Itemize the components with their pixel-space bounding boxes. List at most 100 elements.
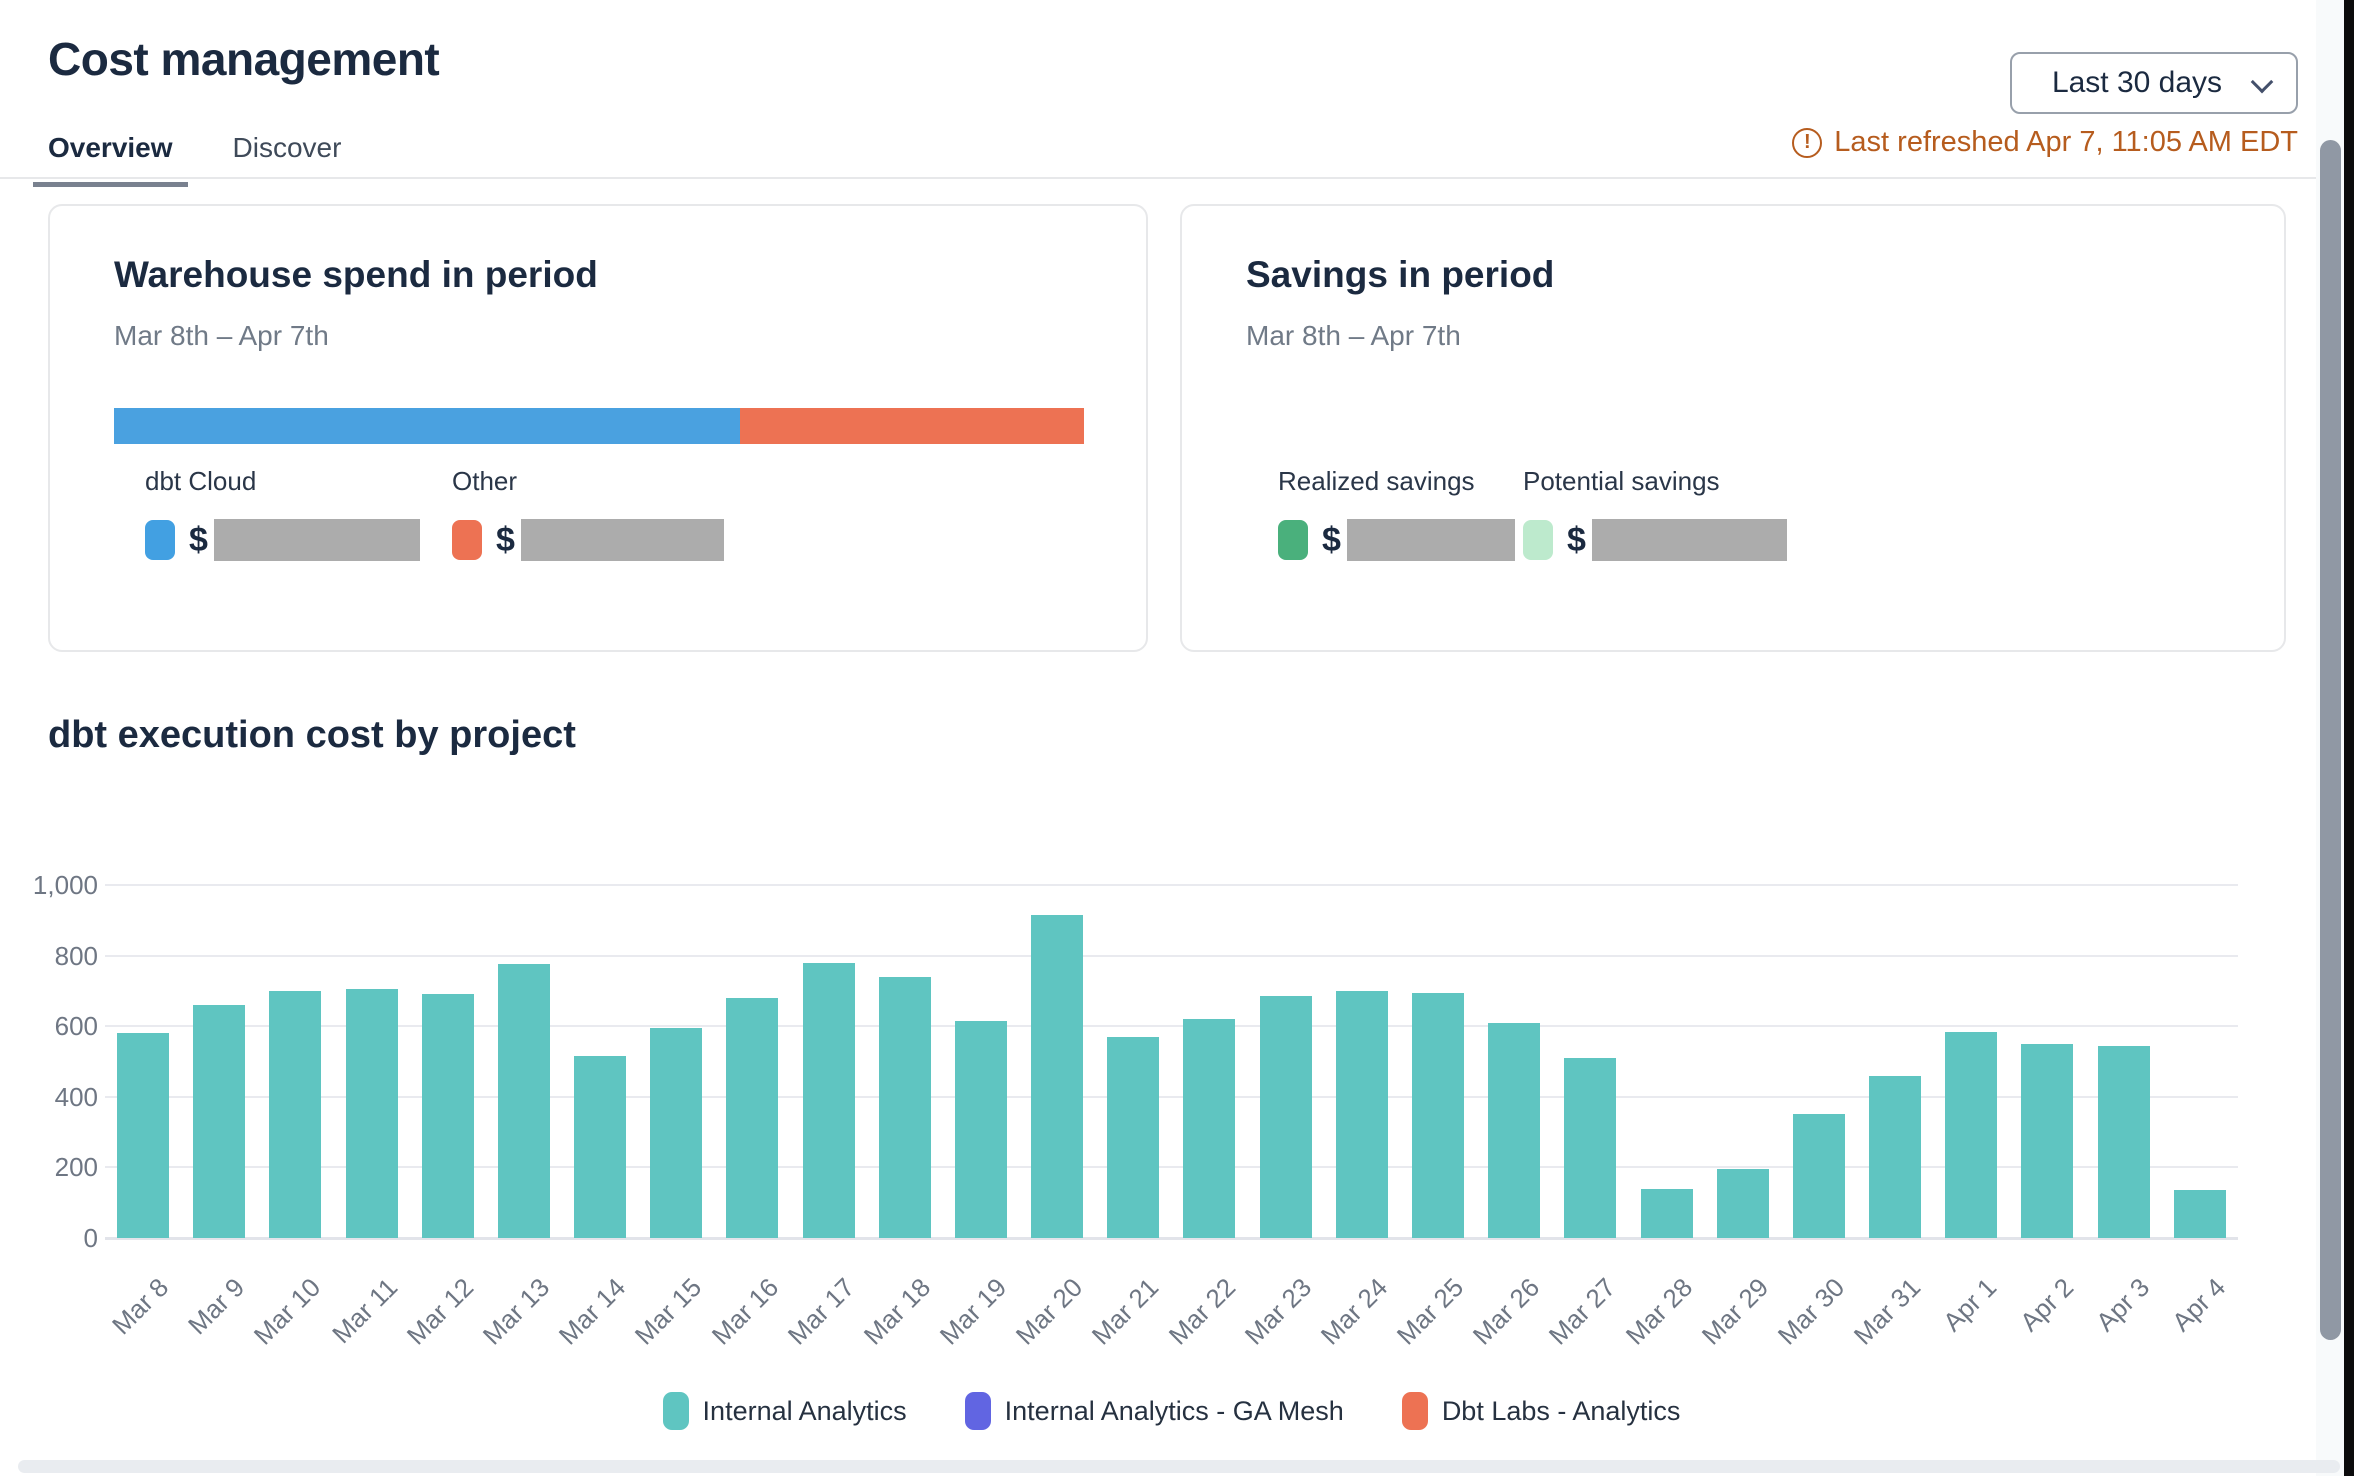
- bar-slot: [714, 885, 790, 1238]
- x-axis-label: Mar 29: [1695, 1272, 1775, 1351]
- chart-title: dbt execution cost by project: [48, 714, 576, 756]
- bar-mar-11[interactable]: [345, 989, 398, 1238]
- bar-mar-8[interactable]: [117, 1033, 170, 1238]
- bar-mar-16[interactable]: [726, 997, 779, 1238]
- spend-stacked-bar[interactable]: [114, 408, 1084, 444]
- kpi-dbt-cloud: dbt Cloud $: [145, 466, 420, 561]
- x-axis-label: Mar 19: [933, 1272, 1013, 1351]
- x-axis-label: Apr 4: [2165, 1272, 2232, 1338]
- x-axis-label: Mar 24: [1314, 1272, 1394, 1351]
- gridline: [105, 1025, 2238, 1028]
- bar-apr-3[interactable]: [2097, 1045, 2150, 1238]
- bar-slot: [2162, 885, 2238, 1238]
- refresh-status-text: Last refreshed Apr 7, 11:05 AM EDT: [1834, 126, 2298, 158]
- bar-mar-21[interactable]: [1107, 1036, 1160, 1238]
- tab-bar: Overview Discover: [33, 132, 356, 187]
- bar-mar-17[interactable]: [802, 962, 855, 1238]
- cost-bar-chart: [105, 885, 2238, 1238]
- x-axis-label: Mar 14: [552, 1272, 632, 1351]
- kpi-label: Potential savings: [1523, 466, 1720, 496]
- y-axis-label: 400: [54, 1081, 98, 1112]
- bar-mar-10[interactable]: [269, 990, 322, 1238]
- redacted-value: [1591, 519, 1787, 561]
- legend-swatch: [964, 1392, 991, 1430]
- bar-mar-26[interactable]: [1488, 1022, 1541, 1238]
- legend-swatch: [145, 520, 175, 560]
- y-axis-label: 200: [54, 1152, 98, 1183]
- gridline: [105, 884, 2238, 886]
- kpi-label: Realized savings: [1278, 466, 1475, 496]
- legend-swatch: [1278, 520, 1308, 560]
- tab-discover[interactable]: Discover: [232, 132, 342, 163]
- redacted-value: [213, 519, 420, 561]
- bar-slot: [1628, 885, 1704, 1238]
- bar-slot: [1781, 885, 1857, 1238]
- x-axis-label: Apr 2: [2013, 1272, 2079, 1338]
- legend-label: Dbt Labs - Analytics: [1441, 1395, 1681, 1426]
- period-dropdown[interactable]: Last 30 days: [2010, 52, 2298, 114]
- bar-slot: [1019, 885, 1095, 1238]
- bar-mar-27[interactable]: [1564, 1057, 1617, 1238]
- legend-item-internal-analytics-ga-mesh[interactable]: Internal Analytics - GA Mesh: [964, 1392, 1344, 1430]
- legend-label: Internal Analytics - GA Mesh: [1004, 1395, 1344, 1426]
- horizontal-scrollbar[interactable]: [18, 1460, 2340, 1473]
- chevron-down-icon: [2250, 70, 2274, 94]
- y-axis-label: 600: [54, 1011, 98, 1042]
- legend-swatch: [1401, 1392, 1428, 1430]
- kpi-label: dbt Cloud: [145, 466, 257, 496]
- bar-mar-23[interactable]: [1259, 996, 1312, 1238]
- bar-slot: [638, 885, 714, 1238]
- alert-icon: !: [1792, 127, 1823, 158]
- bar-mar-31[interactable]: [1869, 1075, 1922, 1238]
- card-title: Warehouse spend in period: [114, 254, 598, 295]
- kpi-realized-savings: Realized savings $: [1278, 466, 1515, 561]
- bar-slot: [867, 885, 943, 1238]
- bar-mar-15[interactable]: [650, 1027, 703, 1238]
- vertical-scrollbar-thumb[interactable]: [2320, 140, 2341, 1340]
- bar-mar-12[interactable]: [421, 994, 474, 1238]
- bar-apr-2[interactable]: [2021, 1043, 2074, 1238]
- bar-mar-14[interactable]: [574, 1056, 627, 1238]
- card-date-range: Mar 8th – Apr 7th: [114, 320, 329, 351]
- x-axis-label: Mar 20: [1009, 1272, 1089, 1351]
- gridline: [105, 1237, 2238, 1240]
- kpi-potential-savings: Potential savings $: [1523, 466, 1787, 561]
- bar-mar-18[interactable]: [878, 976, 931, 1238]
- bar-mar-28[interactable]: [1640, 1188, 1693, 1238]
- bar-mar-19[interactable]: [954, 1020, 1007, 1238]
- x-axis-label: Mar 10: [248, 1272, 327, 1351]
- bar-mar-25[interactable]: [1412, 992, 1464, 1238]
- bar-slot: [1095, 885, 1171, 1238]
- bar-mar-22[interactable]: [1183, 1019, 1236, 1238]
- gridline: [105, 954, 2238, 957]
- bar-mar-29[interactable]: [1716, 1169, 1769, 1238]
- bar-slot: [791, 885, 867, 1238]
- x-axis: Mar 8 Mar 9 Mar 10 Mar 11 Mar 12 Mar 13 Mar 14…: [105, 1248, 2238, 1358]
- x-axis-label: Mar 8: [106, 1272, 175, 1341]
- legend-item-dbt-labs-analytics[interactable]: Dbt Labs - Analytics: [1401, 1392, 1681, 1430]
- x-axis-label: Mar 16: [705, 1272, 784, 1351]
- bar-apr-4[interactable]: [2173, 1190, 2226, 1238]
- legend-item-internal-analytics[interactable]: Internal Analytics: [662, 1392, 907, 1430]
- bar-mar-9[interactable]: [193, 1005, 246, 1238]
- y-axis-label: 1,000: [32, 870, 98, 900]
- x-axis-label: Mar 21: [1086, 1272, 1165, 1351]
- spend-segment-other[interactable]: [739, 408, 1084, 444]
- gridline: [105, 1166, 2238, 1169]
- x-axis-label: Mar 30: [1771, 1272, 1851, 1351]
- currency-symbol: $: [189, 520, 208, 559]
- bar-slot: [486, 885, 562, 1238]
- bar-apr-1[interactable]: [1945, 1031, 1998, 1238]
- bar-slot: [1857, 885, 1933, 1238]
- tab-overview[interactable]: Overview: [33, 132, 188, 187]
- bar-mar-20[interactable]: [1031, 915, 1084, 1238]
- legend-swatch: [1523, 520, 1553, 560]
- tabs-divider: [0, 177, 2344, 179]
- bar-slot: [2009, 885, 2085, 1238]
- bar-mar-30[interactable]: [1792, 1114, 1845, 1238]
- bar-mar-24[interactable]: [1335, 990, 1388, 1238]
- legend-label: Internal Analytics: [702, 1395, 907, 1426]
- bar-mar-13[interactable]: [497, 964, 550, 1238]
- legend-swatch: [662, 1392, 689, 1430]
- spend-segment-dbt-cloud[interactable]: [114, 408, 740, 444]
